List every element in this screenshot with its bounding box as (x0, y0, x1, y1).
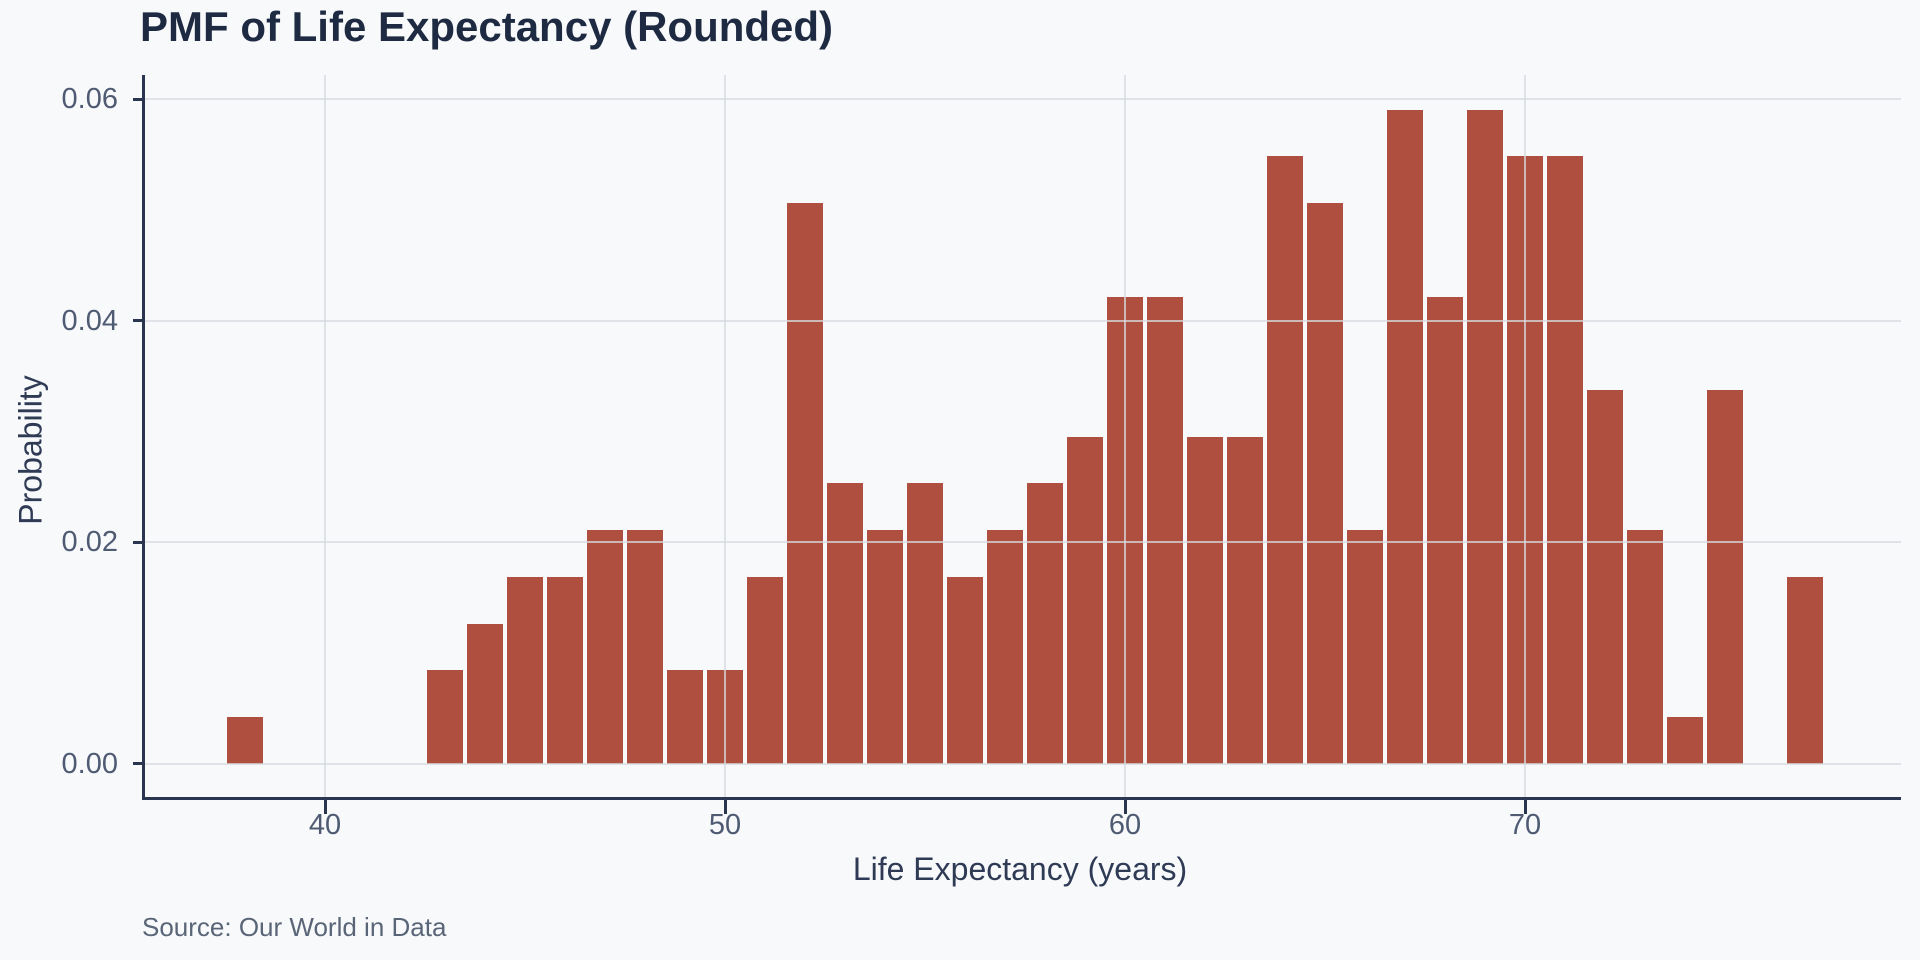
pmf-bar (1386, 109, 1424, 764)
pmf-bar (1426, 296, 1464, 764)
pmf-bar (1546, 156, 1584, 764)
pmf-bar (946, 576, 984, 764)
pmf-bar (1666, 717, 1704, 764)
vertical-gridline (724, 75, 726, 797)
x-axis-tick (723, 800, 727, 814)
y-axis-tick (133, 762, 145, 766)
pmf-bar (426, 670, 464, 764)
pmf-bar (1346, 530, 1384, 764)
horizontal-gridline (145, 541, 1901, 544)
pmf-bar (786, 203, 824, 764)
pmf-bar (626, 530, 664, 764)
pmf-bar (746, 576, 784, 764)
pmf-bar (1706, 389, 1744, 764)
x-tick-label: 60 (1108, 809, 1142, 841)
pmf-bar (586, 530, 624, 764)
pmf-bar (826, 483, 864, 764)
pmf-bar (466, 623, 504, 764)
x-tick-label: 50 (708, 809, 742, 841)
horizontal-gridline (145, 98, 1901, 101)
pmf-bar (866, 530, 904, 764)
pmf-bar (546, 576, 584, 764)
pmf-bar (1626, 530, 1664, 764)
source-note: Source: Our World in Data (142, 912, 447, 942)
pmf-bar (506, 576, 544, 764)
y-tick-label: 0.02 (61, 526, 118, 559)
pmf-bar (1266, 156, 1304, 764)
y-axis-tick (133, 319, 145, 323)
pmf-bar (1026, 483, 1064, 764)
x-axis-tick (323, 800, 327, 814)
pmf-bar (1186, 436, 1224, 764)
pmf-bar (986, 530, 1024, 764)
pmf-bar (226, 717, 264, 764)
pmf-bar (1586, 389, 1624, 764)
pmf-bar (1306, 203, 1344, 764)
vertical-gridline (1524, 75, 1526, 797)
horizontal-gridline (145, 762, 1901, 765)
y-axis-tick (133, 540, 145, 544)
pmf-bar (666, 670, 704, 764)
x-axis-tick (1523, 800, 1527, 814)
y-tick-label: 0.00 (61, 747, 118, 780)
y-axis-tick (133, 97, 145, 101)
x-axis-title: Life Expectancy (years) (852, 851, 1188, 887)
y-tick-label: 0.04 (61, 304, 118, 337)
pmf-bar (1786, 576, 1824, 764)
vertical-gridline (324, 75, 326, 797)
pmf-bar (1066, 436, 1104, 764)
pmf-bar (1466, 109, 1504, 764)
pmf-bar (1226, 436, 1264, 764)
pmf-bar (1146, 296, 1184, 764)
vertical-gridline (1124, 75, 1126, 797)
y-tick-label: 0.06 (61, 83, 118, 116)
horizontal-gridline (145, 319, 1901, 322)
x-tick-label: 70 (1508, 809, 1542, 841)
x-tick-label: 40 (308, 809, 342, 841)
plot-area: 40 50 60 70 0.00 0.02 0.04 0.06 (62, 75, 1901, 841)
pmf-bar (906, 483, 944, 764)
x-axis-tick (1123, 800, 1127, 814)
y-axis-title: Probability (12, 375, 49, 525)
chart-title: PMF of Life Expectancy (Rounded) (140, 3, 834, 50)
